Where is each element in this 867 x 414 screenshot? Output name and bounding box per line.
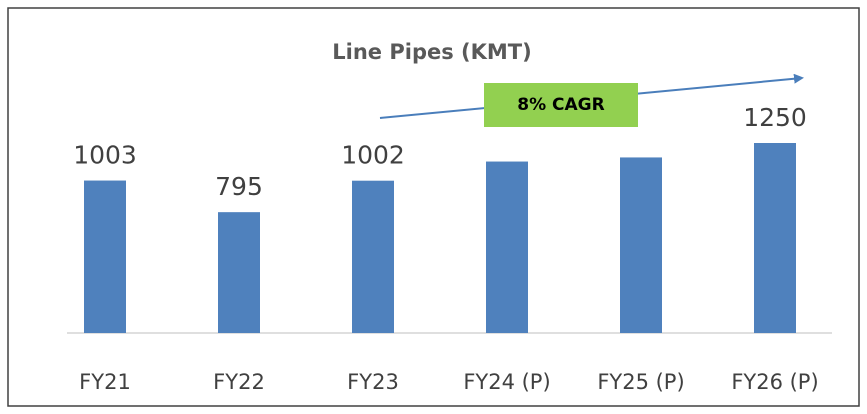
data-label: 1250 xyxy=(743,103,807,132)
data-label: 1002 xyxy=(341,141,405,170)
chart-title: Line Pipes (KMT) xyxy=(332,40,531,64)
x-tick-label: FY24 (P) xyxy=(463,370,550,394)
data-label: 1003 xyxy=(73,141,137,170)
x-tick-label: FY26 (P) xyxy=(731,370,818,394)
data-label: 795 xyxy=(215,172,263,201)
bar xyxy=(486,161,528,333)
x-tick-label: FY22 xyxy=(213,370,265,394)
bar xyxy=(218,212,260,333)
x-tick-label: FY21 xyxy=(79,370,131,394)
bar xyxy=(754,143,796,333)
annotation-box xyxy=(484,83,638,127)
bar xyxy=(84,180,126,333)
bar xyxy=(352,180,394,333)
bar xyxy=(620,157,662,333)
chart-border xyxy=(7,7,860,407)
annotation: 8% CAGR xyxy=(517,95,604,115)
x-tick-label: FY25 (P) xyxy=(597,370,684,394)
x-tick-label: FY23 xyxy=(347,370,399,394)
